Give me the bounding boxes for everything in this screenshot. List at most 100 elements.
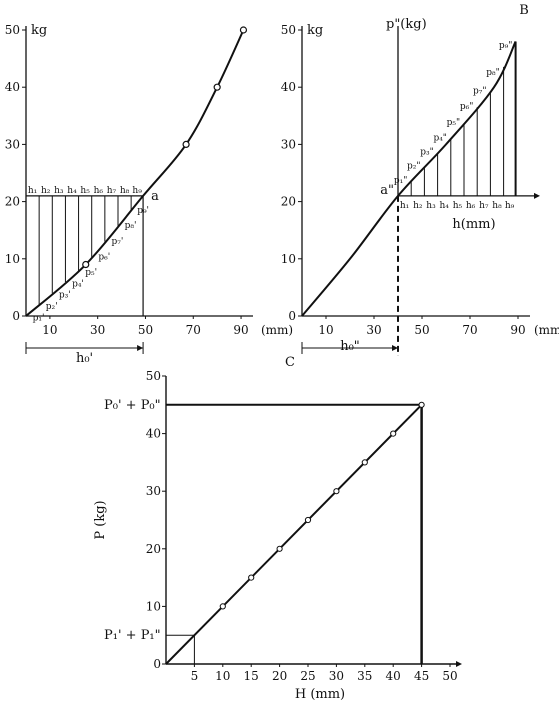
panel-label-b: B [519,3,529,18]
data-series-curve [25,29,245,317]
x-tick-label: 90 [233,323,248,337]
strip-curve-label: p₁" [394,176,408,186]
x-tick-label: 30 [329,669,344,683]
y-tick-label: 50 [146,369,161,383]
y-tick-label: 0 [153,657,161,671]
strip-top-label: h₁ [28,186,37,196]
y-tick-label: 40 [5,80,20,94]
x-tick-label: 50 [138,323,153,337]
x-tick-label: 40 [386,669,401,683]
span-label: h₀" [340,339,360,354]
span-label: h₀' [76,351,93,366]
strip-bottom-label: h₈ [492,201,502,211]
x-tick-label: 50 [414,323,429,337]
x-tick-label: 30 [90,323,105,337]
point-label-a: a [151,189,159,204]
strip-curve-label: p₆" [460,102,474,112]
strip-curve-label: p₉" [499,41,513,51]
y-tick-label: 30 [146,484,161,498]
x-tick-label: 35 [357,669,372,683]
x-tick-label: 15 [244,669,259,683]
y-tick-label: 0 [288,309,296,323]
strip-curve-label: p₄" [433,133,447,143]
strip-top-label: h₈ [120,186,130,196]
strip-top-label: h₉ [132,186,142,196]
strip-curve-label: p₈' [125,221,137,231]
strip-top-label: h₃ [54,186,64,196]
x-axis-label: (mm) [534,323,559,337]
x-tick-label: 70 [462,323,477,337]
strip-curve-label: p₇' [112,237,124,247]
x-tick-label: 10 [215,669,230,683]
data-point-marker [219,603,226,610]
strip-top-label: h₆ [94,186,104,196]
strip-curve-label: p₁' [33,313,45,323]
panel-label-c: C [285,355,295,370]
strip-bottom-label: h₁ [400,201,409,211]
strip-bottom-label: h₅ [453,201,463,211]
secondary-y-axis-label: p"(kg) [386,17,427,32]
x-tick-label: 45 [414,669,429,683]
data-point-marker [213,83,221,91]
y-axis-label: kg [31,23,47,38]
strip-top-label: h₇ [107,186,117,196]
x-axis-label: H (mm) [295,687,345,702]
strip-bottom-label: h₃ [426,201,436,211]
data-point-marker [182,140,190,148]
data-series-line [165,404,423,665]
data-point-marker [418,401,425,408]
y-tick-label: 30 [5,137,20,151]
x-tick-label: 25 [300,669,315,683]
strip-curve-label: p₅' [85,268,97,278]
secondary-x-axis-label: h(mm) [452,217,495,232]
x-tick-label: 20 [272,669,287,683]
strip-bottom-label: h₉ [505,201,515,211]
y-tick-label: 20 [146,542,161,556]
data-point-marker [333,488,340,495]
y-tick-label: 30 [281,137,296,151]
strip-bottom-label: h₆ [466,201,476,211]
secondary-x-axis-arrow [534,192,540,199]
y-axis-label: kg [307,23,323,38]
span-arrow-head [137,345,144,351]
strip-curve-label: p₃' [59,291,71,301]
y-tick-label: 10 [5,252,20,266]
x-tick-label: 10 [42,323,57,337]
x-tick-label: 70 [186,323,201,337]
strip-curve-label: p₂" [407,162,421,172]
point-label-a-double-prime: a" [380,183,394,198]
y-axis-label: P (kg) [93,500,108,539]
data-series-curve [301,41,517,317]
x-tick-label: 10 [318,323,333,337]
y-tick-label: 10 [146,599,161,613]
strip-curve-label: p₅" [447,118,461,128]
strip-curve-label: p₇" [473,86,487,96]
strip-top-label: h₄ [67,186,77,196]
strip-bottom-label: h₄ [439,201,449,211]
y-tick-label: 50 [281,23,296,37]
data-point-marker [276,545,283,552]
x-tick-label: 5 [191,669,199,683]
panel-c-chart: 0 10 20 30 40 50 5 10 15 20 25 30 35 40 45 50 C H (mm) P (… [93,355,462,702]
reference-bottom-label: P₁' + P₁" [104,628,161,643]
data-point-marker [239,26,248,34]
strip-curve-label: p₆' [98,253,110,263]
strip-bottom-label: h₇ [479,201,489,211]
strip-curve-label: p₂' [46,302,58,312]
reference-top-label: P₀' + P₀" [104,398,161,413]
x-tick-label: 90 [510,323,525,337]
y-tick-label: 20 [5,195,20,209]
y-tick-label: 50 [5,23,20,37]
panel-b-chart: 0 10 20 30 40 50 10 30 50 70 90 kg (mm) Bp"(kg) p₁" p₂"… [281,3,559,356]
x-tick-label: 50 [442,669,457,683]
y-tick-label: 20 [281,195,296,209]
strip-curve-label: p₈" [486,68,500,78]
data-point-marker [248,574,255,581]
strip-curve-label: p₉' [137,206,149,216]
data-point-marker [390,430,397,437]
strip-curve-label: p₄' [72,279,84,289]
strip-bottom-label: h₂ [413,201,423,211]
x-axis-label: (mm) [261,323,293,337]
